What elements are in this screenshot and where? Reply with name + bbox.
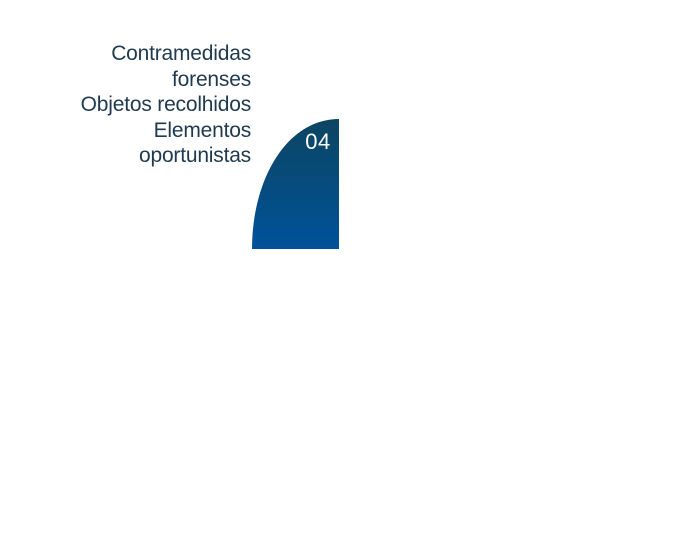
- quarter-circle-shape: [252, 119, 339, 249]
- label-objetos-recolhidos: Objetos recolhidos: [61, 92, 252, 118]
- step-number: 04: [305, 129, 331, 154]
- label-text: Contramedidas forenses: [111, 42, 251, 91]
- label-list: Contramedidas forenses Objetos recolhido…: [61, 41, 252, 169]
- quarter-circle-segment: [252, 119, 339, 249]
- label-text: Elementos oportunistas: [138, 118, 251, 168]
- label-elementos-oportunistas: Elementos oportunistas: [61, 118, 251, 169]
- quarter-circle-path: [252, 119, 339, 249]
- label-contramedidas-forenses: Contramedidas forenses: [61, 41, 251, 92]
- label-text: Objetos recolhidos: [80, 93, 252, 116]
